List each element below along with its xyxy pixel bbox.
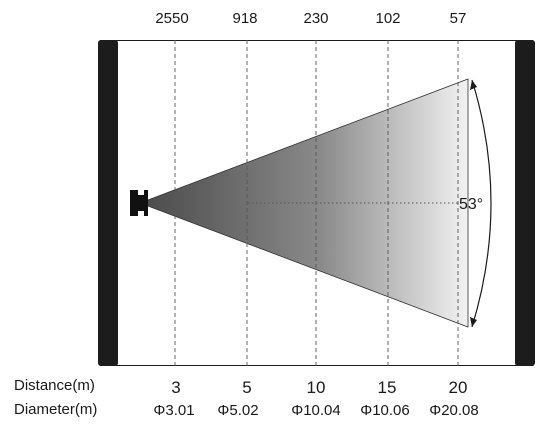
diameter-value: Φ10.04: [291, 402, 341, 419]
diameter-value: Φ3.01: [153, 402, 194, 419]
distance-value: 10: [307, 378, 326, 397]
distance-value: 3: [171, 378, 180, 397]
distance-value: 15: [378, 378, 397, 397]
distance-value: 5: [242, 378, 251, 397]
arc-arrow-bottom: [470, 317, 477, 327]
lux-value-5m: 918: [232, 10, 257, 27]
diameter-value: Φ10.06: [360, 402, 410, 419]
arc-arrow-top: [470, 80, 477, 90]
light-fixture-icon: [130, 190, 148, 216]
lux-value-3m: 2550: [155, 10, 188, 27]
left-frame-bar: [98, 40, 118, 366]
distance-row-label: Distance(m): [14, 377, 95, 394]
lux-value-10m: 230: [303, 10, 328, 27]
right-frame-bar: [515, 40, 535, 366]
beam-angle-label: 53°: [459, 196, 483, 213]
lux-value-20m: 57: [450, 10, 467, 27]
beam-angle-arc: [470, 79, 492, 328]
diameter-value: Φ5.02: [217, 402, 258, 419]
diameter-value: Φ20.08: [429, 402, 479, 419]
diameter-row-label: Diameter(m): [14, 401, 97, 418]
diagram-frame: [98, 40, 535, 366]
lux-value-15m: 102: [375, 10, 400, 27]
distance-value: 20: [449, 378, 468, 397]
